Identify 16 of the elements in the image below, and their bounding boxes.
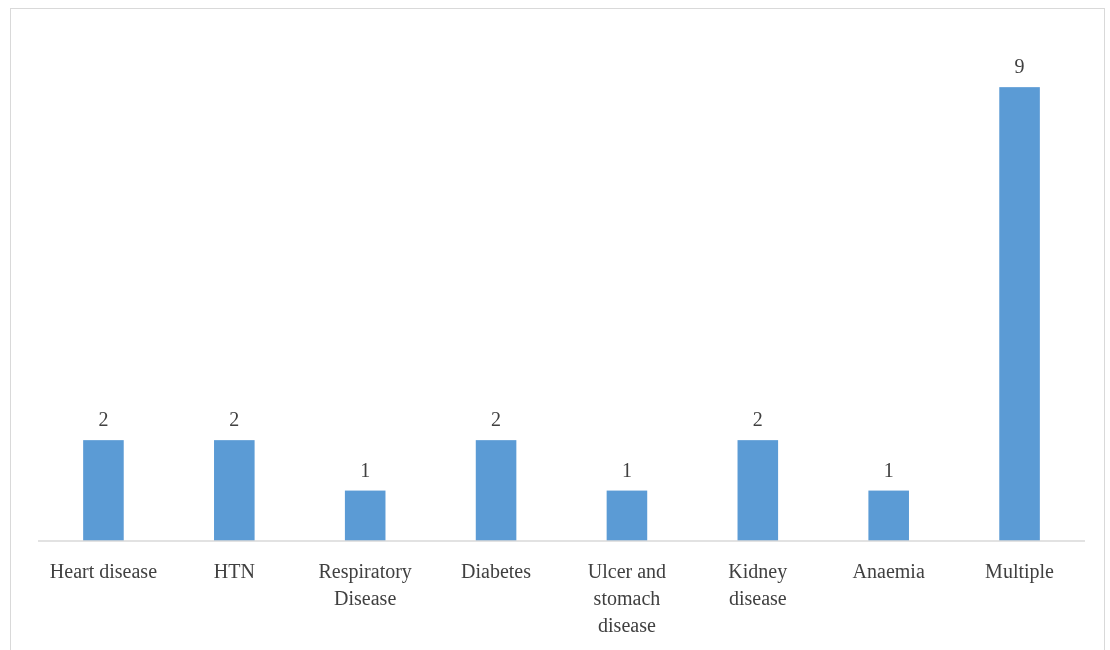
data-label: 1 (883, 458, 894, 481)
x-tick-label: Heart disease (49, 560, 158, 582)
x-tick-label: Kidney disease (728, 560, 788, 609)
data-label: 2 (491, 408, 502, 431)
x-tick-label: Respiratory Disease (318, 560, 412, 609)
x-tick-label: Multiple (985, 560, 1055, 583)
x-tick-label: Diabetes (461, 560, 532, 582)
data-label: 1 (621, 458, 632, 481)
x-tick-label: HTN (213, 560, 255, 582)
x-tick-label: Anaemia (852, 560, 925, 582)
x-tick-label: Ulcer and stomach disease (587, 560, 667, 636)
data-label: 2 (98, 408, 109, 431)
data-label: 2 (229, 408, 240, 431)
data-label: 9 (1014, 55, 1025, 78)
data-label: 1 (360, 458, 371, 481)
data-label: 2 (752, 408, 763, 431)
